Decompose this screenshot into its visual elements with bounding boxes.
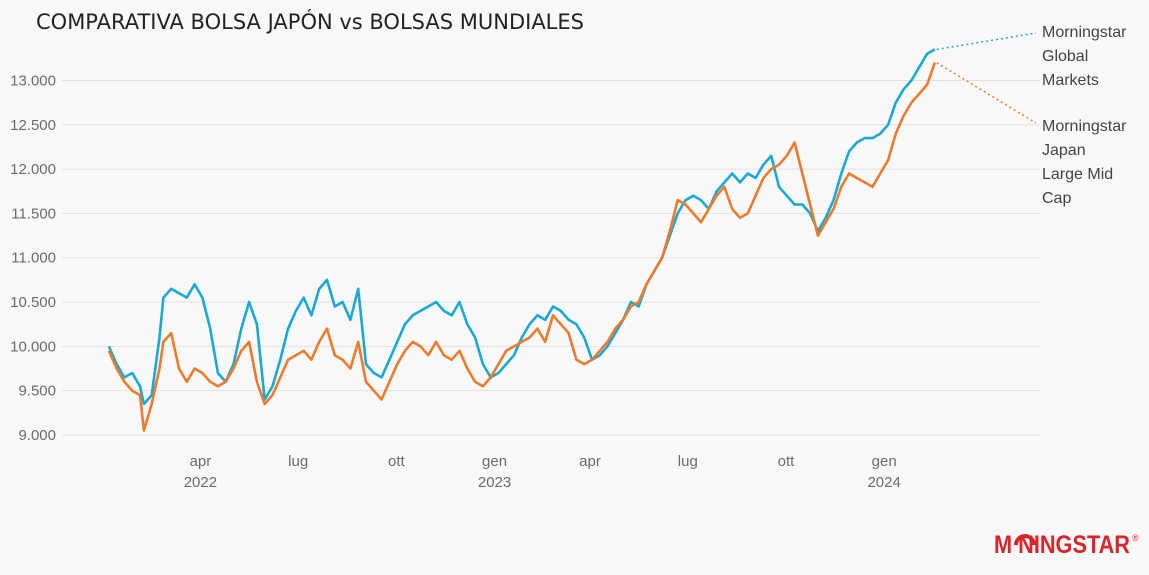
y-tick-label: 13.000 (10, 72, 56, 89)
legend-label: Japan (1042, 142, 1086, 159)
x-tick-label: ott (388, 453, 406, 470)
x-tick-label: gen (872, 453, 897, 470)
x-tick-label: ott (778, 453, 796, 470)
legend-label: Markets (1042, 72, 1099, 89)
y-tick-label: 11.500 (11, 205, 56, 222)
legend-leader (936, 32, 1037, 51)
gridlines (62, 79, 1040, 436)
y-axis: 9.000 9.500 10.000 10.500 11.000 11.500 12.000… (10, 72, 56, 444)
series-line-japan-large-mid-cap (107, 62, 937, 432)
series-layer (107, 48, 937, 432)
y-tick-label: 11.000 (11, 250, 56, 267)
legend-leader (936, 62, 1037, 124)
x-tick-label: lug (678, 453, 698, 470)
legend-label: Large Mid (1042, 166, 1113, 183)
x-tick-year-label: 2022 (184, 474, 217, 491)
registered-mark: ® (1132, 533, 1139, 543)
x-tick-label: apr (190, 453, 212, 470)
legend-label: Morningstar (1042, 24, 1127, 41)
morningstar-logo: M NINGSTAR ® (994, 531, 1139, 559)
legend-label: Morningstar (1042, 118, 1127, 135)
chart-title: COMPARATIVA BOLSA JAPÓN vs BOLSAS MUNDIA… (36, 9, 584, 34)
y-tick-label: 12.500 (10, 117, 56, 134)
y-tick-label: 12.000 (10, 161, 56, 178)
x-tick-label: lug (288, 453, 308, 470)
logo-o-icon (1014, 534, 1036, 546)
x-tick-year-label: 2023 (478, 474, 511, 491)
y-tick-label: 9.000 (18, 427, 56, 444)
legend-label: Cap (1042, 190, 1071, 207)
y-tick-label: 10.000 (10, 338, 56, 355)
x-tick-year-label: 2024 (867, 474, 900, 491)
y-tick-label: 10.500 (10, 294, 56, 311)
legend-label: Global (1042, 48, 1088, 65)
series-line-global-markets (107, 48, 936, 406)
x-tick-label: gen (482, 453, 507, 470)
legend: Morningstar Global Markets Morningstar Japan… (936, 24, 1127, 207)
x-tick-label: apr (579, 453, 601, 470)
x-axis: apr 2022 lug ott gen 2023 apr lug ott gen 2024 (184, 453, 901, 491)
y-tick-label: 9.500 (18, 383, 56, 400)
